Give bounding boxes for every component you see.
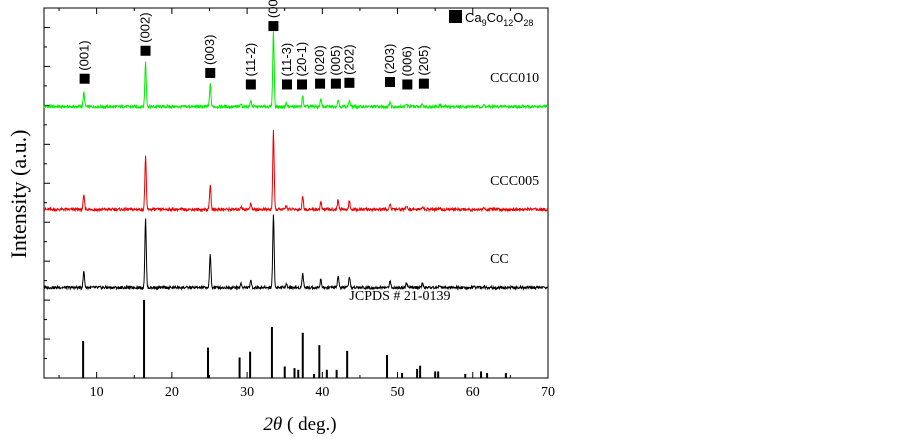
legend: Ca9Co12O28 xyxy=(449,10,533,28)
label-layer: CCC010 CCC005 CC JCPDS # 21-0139 xyxy=(349,71,539,304)
legend-sub-1: 9 xyxy=(482,18,487,28)
reference-label: JCPDS # 21-0139 xyxy=(349,289,450,304)
peak-marker-square xyxy=(140,45,151,56)
peak-marker-square xyxy=(418,78,429,89)
peak-label: (006) xyxy=(399,46,414,76)
peak-marker-square xyxy=(268,21,279,32)
peak-marker-square xyxy=(281,79,292,90)
plot-frame xyxy=(43,7,549,379)
peak-label: (020) xyxy=(312,45,327,75)
peak-label: (001) xyxy=(77,40,92,70)
x-tick-label: 30 xyxy=(240,385,254,400)
legend-sub-3: 28 xyxy=(523,18,533,28)
peak-marker-square xyxy=(330,78,341,89)
peak-label: (20-1) xyxy=(294,42,309,77)
peak-marker-square xyxy=(79,73,90,84)
series-label-ccc010: CCC010 xyxy=(490,71,539,86)
legend-co: Co xyxy=(487,10,504,25)
x-tick-label: 10 xyxy=(90,385,104,400)
series-layer xyxy=(43,31,549,291)
x-tick-label: 60 xyxy=(466,385,480,400)
reference-layer xyxy=(82,299,507,378)
axis-ticks: 10 20 30 40 50 60 70 xyxy=(44,8,555,400)
series-line-cc xyxy=(43,214,549,291)
x-axis-label-var: 2θ xyxy=(263,414,282,435)
peak-label: (203) xyxy=(382,44,397,74)
peak-marker-square xyxy=(297,79,308,90)
legend-label: Ca9Co12O28 xyxy=(465,10,533,28)
peak-label: (005) xyxy=(328,45,343,75)
legend-sub-2: 12 xyxy=(503,18,513,28)
peak-marker-square xyxy=(344,77,355,88)
series-line-ccc010 xyxy=(43,31,549,110)
series-line-ccc005 xyxy=(43,129,549,213)
peak-label: (205) xyxy=(416,45,431,75)
legend-ca: Ca xyxy=(465,10,482,25)
x-tick-label: 70 xyxy=(541,385,555,400)
peak-label: (202) xyxy=(341,44,356,74)
peak-marker-square xyxy=(385,77,396,87)
x-tick-label: 40 xyxy=(315,385,329,400)
peak-label: (003) xyxy=(202,35,217,65)
peak-label: (11-2) xyxy=(243,43,258,77)
peak-marker-square xyxy=(205,67,216,78)
y-axis-label: Intensity (a.u.) xyxy=(6,130,31,259)
marker-layer: (001)(002)(003) (11-2)(004)(11-3) (20-1) (0… xyxy=(77,0,431,90)
x-axis-label: 2θ ( deg.) xyxy=(263,414,336,435)
peak-label: (002) xyxy=(138,12,153,42)
x-tick-label: 50 xyxy=(391,385,405,400)
peak-label: (11-3) xyxy=(279,43,294,77)
legend-marker-square xyxy=(449,10,462,23)
peak-marker-square xyxy=(245,79,256,90)
peak-marker-square xyxy=(402,79,413,90)
series-label-ccc005: CCC005 xyxy=(490,174,539,189)
series-label-cc: CC xyxy=(490,252,509,267)
x-tick-label: 20 xyxy=(165,385,179,400)
peak-label: (004) xyxy=(265,0,280,18)
legend-o: O xyxy=(513,10,523,25)
x-axis-label-unit: ( deg.) xyxy=(287,414,337,435)
peak-marker-square xyxy=(315,78,326,89)
